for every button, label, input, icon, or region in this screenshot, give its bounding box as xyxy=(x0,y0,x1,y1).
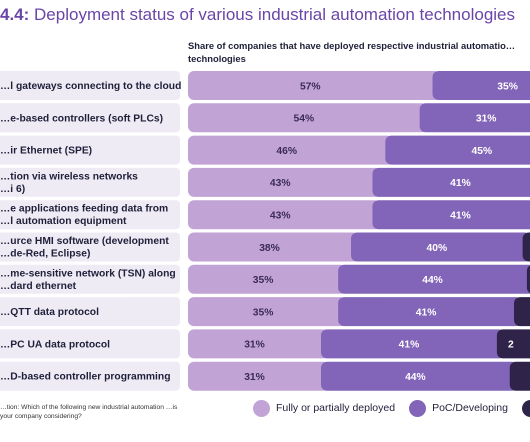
bar-segment-1 xyxy=(188,232,360,262)
bar-value-label: 41% xyxy=(450,211,471,222)
bar-segment-1 xyxy=(188,200,381,230)
category-label: …PC UA data protocol xyxy=(0,339,110,350)
category-label-box xyxy=(0,329,180,359)
category-label-box xyxy=(0,200,180,230)
bar-value-label: 44% xyxy=(422,275,443,286)
bar-segment-2 xyxy=(385,135,530,165)
bar-segment-2 xyxy=(338,264,530,294)
category-label: …ir Ethernet (SPE) xyxy=(0,146,92,157)
bar-segment-3 xyxy=(526,265,530,294)
category-label-box xyxy=(0,135,180,165)
bar-segment-1 xyxy=(188,297,347,327)
legend-swatch-third xyxy=(521,399,530,417)
bar-segment-1 xyxy=(188,167,381,197)
category-label: …tion via wireless networks …i 6) xyxy=(0,171,138,195)
bar-segment-2 xyxy=(351,232,530,262)
bar-segment-3 xyxy=(496,329,530,359)
bar-value-label: 2 xyxy=(508,340,514,351)
legend: Fully or partially deployed PoC/Developi… xyxy=(253,398,530,418)
bar-value-label: 43% xyxy=(270,211,291,222)
bar-segment-2 xyxy=(419,103,530,133)
chart-rows: …l gateways connecting to the cloud 57% 35… xyxy=(0,71,530,391)
bar-value-label: 31% xyxy=(244,340,265,351)
title-text: Deployment status of various industrial … xyxy=(29,5,516,24)
bar-value-label: 31% xyxy=(476,114,497,125)
bar-value-label: 38% xyxy=(259,243,280,254)
category-label-box xyxy=(0,103,180,133)
chart-title: 4.4: Deployment status of various indust… xyxy=(0,5,515,25)
bar-value-label: 31% xyxy=(244,372,265,383)
bar-value-label: 46% xyxy=(276,146,297,157)
category-label: …D-based controller programming xyxy=(0,372,171,383)
bar-value-label: 45% xyxy=(472,146,493,157)
category-label-box xyxy=(0,264,180,294)
bar-segment-1 xyxy=(188,71,441,100)
bar-segment-3 xyxy=(522,232,530,262)
footnote: …tion: Which of the following new indust… xyxy=(0,404,178,420)
legend-label-poc: PoC/Developing xyxy=(432,402,508,414)
bar-segment-1 xyxy=(188,103,428,133)
bar-segment-2 xyxy=(372,200,530,230)
category-label: …l gateways connecting to the cloud xyxy=(0,81,181,92)
bar-value-label: 43% xyxy=(270,178,291,189)
legend-item-deployed: Fully or partially deployed xyxy=(253,399,396,417)
legend-swatch-poc xyxy=(409,399,427,417)
legend-swatch-deployed xyxy=(253,399,270,417)
bar-segment-2 xyxy=(320,361,518,391)
bar-value-label: 35% xyxy=(253,307,274,318)
bar-value-label: 41% xyxy=(450,178,471,189)
chart-subtitle: Share of companies that have deployed re… xyxy=(188,40,516,64)
bar-value-label: 57% xyxy=(300,81,321,92)
bar-segment-2 xyxy=(432,71,530,100)
category-label: …QTT data protocol xyxy=(0,307,99,318)
bar-segment-1 xyxy=(188,361,329,391)
category-label-box xyxy=(0,71,180,100)
legend-item-third xyxy=(521,399,530,417)
bar-segment-1 xyxy=(188,329,329,359)
category-label-box xyxy=(0,232,180,262)
category-label: …me-sensitive network (TSN) along …dard e… xyxy=(0,268,176,292)
bar-segment-3 xyxy=(514,297,530,327)
category-label-box xyxy=(0,167,180,197)
bar-value-label: 41% xyxy=(416,307,437,318)
bar-value-label: 40% xyxy=(427,243,448,254)
legend-label-deployed: Fully or partially deployed xyxy=(276,402,396,414)
bar-segment-3 xyxy=(509,361,530,391)
bar-value-label: 41% xyxy=(399,340,420,351)
category-label: …e-based controllers (soft PLCs) xyxy=(0,113,163,124)
bar-value-label: 44% xyxy=(405,372,426,383)
bar-value-label: 35% xyxy=(253,275,274,286)
bar-value-label: 54% xyxy=(294,114,315,125)
category-label: …e applications feeding data from …l auto… xyxy=(0,204,168,228)
category-label-box xyxy=(0,361,180,391)
legend-item-poc: PoC/Developing xyxy=(409,399,508,417)
bar-segment-1 xyxy=(188,264,347,294)
bar-segment-1 xyxy=(188,135,394,165)
bar-segment-2 xyxy=(320,329,505,359)
figure-number: 4.4: xyxy=(0,5,30,24)
bar-segment-2 xyxy=(338,297,523,327)
category-label-box xyxy=(0,297,180,327)
category-label: …urce HMI software (development …de-Red, … xyxy=(0,236,169,260)
bar-value-label: 35% xyxy=(497,81,518,92)
bar-segment-2 xyxy=(372,167,530,197)
